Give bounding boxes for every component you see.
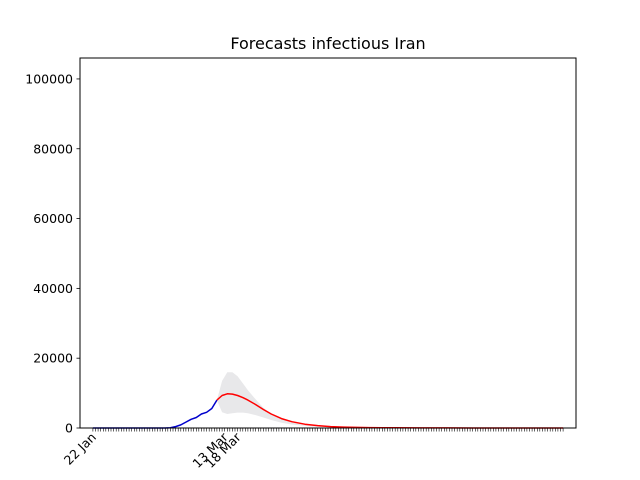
forecast-band-area <box>216 372 370 428</box>
y-axis-ticks: 0 20000 40000 60000 80000 100000 <box>25 71 80 436</box>
y-tick-label: 80000 <box>33 141 73 156</box>
chart-title: Forecasts infectious Iran <box>230 34 425 53</box>
y-tick-label: 20000 <box>33 351 73 366</box>
plot-frame <box>79 57 577 429</box>
y-tick-label: 0 <box>65 421 73 436</box>
y-tick-label: 40000 <box>33 281 73 296</box>
y-tick-label: 60000 <box>33 211 73 226</box>
forecast-band <box>216 372 370 428</box>
y-tick-label: 100000 <box>25 71 73 86</box>
